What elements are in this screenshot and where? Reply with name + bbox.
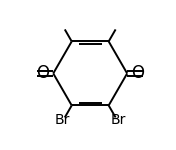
- Text: O: O: [131, 64, 144, 82]
- Text: Br: Br: [111, 113, 126, 127]
- Text: O: O: [36, 64, 49, 82]
- Text: Br: Br: [54, 113, 70, 127]
